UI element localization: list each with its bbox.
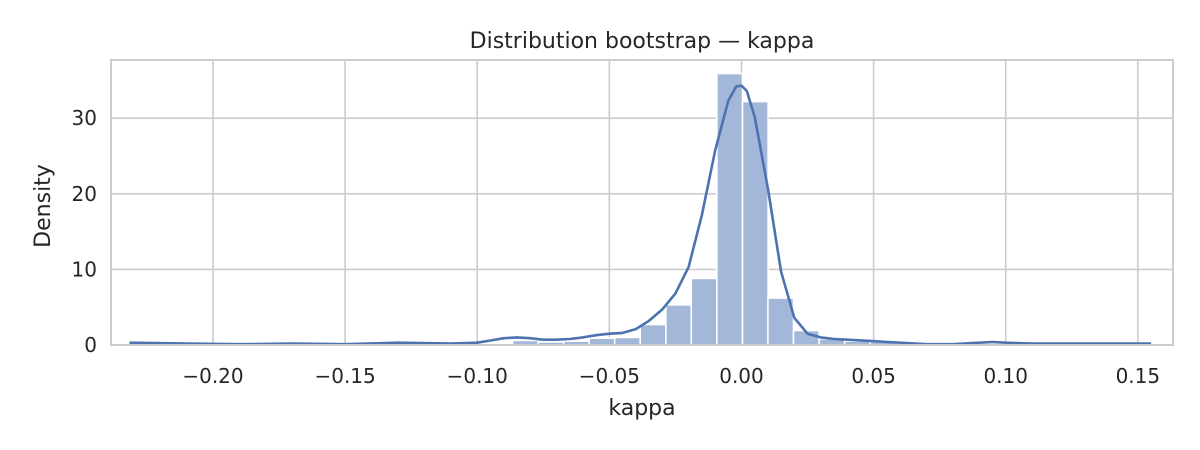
y-tick-label: 10 (72, 257, 97, 281)
x-axis-ticks: −0.20 −0.15 −0.10 −0.05 0.00 0.05 0.10 0.15 (182, 364, 1160, 388)
grid (111, 60, 1173, 346)
y-tick-label: 30 (72, 106, 97, 130)
histogram-bars (128, 72, 1152, 346)
chart-title: Distribution bootstrap — kappa (470, 29, 815, 54)
histogram-bar (613, 336, 641, 346)
y-tick-label: 0 (84, 333, 97, 357)
x-tick-label: 0.05 (851, 364, 896, 388)
histogram-bar (767, 297, 795, 346)
y-axis-label: Density (31, 164, 56, 248)
y-tick-label: 20 (72, 182, 97, 206)
x-axis-label: kappa (608, 396, 675, 421)
histogram-bar (690, 277, 718, 346)
histogram-bar (588, 337, 616, 346)
plot-frame (110, 59, 1174, 346)
histogram-bar (639, 323, 667, 346)
histogram-bar (741, 100, 769, 346)
x-tick-label: −0.20 (182, 364, 243, 388)
x-tick-label: 0.15 (1116, 364, 1161, 388)
histogram-bar (716, 72, 744, 346)
x-tick-label: −0.10 (447, 364, 508, 388)
x-tick-label: 0.10 (983, 364, 1028, 388)
y-axis-ticks: 0 10 20 30 (72, 106, 97, 357)
x-tick-label: −0.15 (314, 364, 375, 388)
kde-curve (129, 84, 1152, 346)
x-tick-label: −0.05 (579, 364, 640, 388)
x-tick-label: 0.00 (719, 364, 764, 388)
histogram-bar (665, 304, 693, 346)
